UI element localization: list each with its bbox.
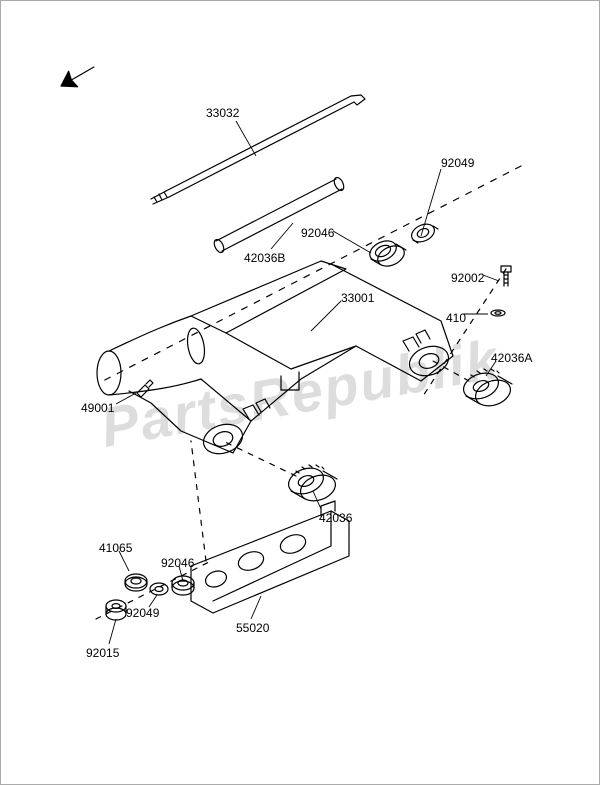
part-33032	[151, 95, 365, 204]
label-92046b: 92046	[161, 556, 194, 570]
diagram-container: PartsRepublik	[0, 0, 600, 785]
label-41065: 41065	[99, 541, 132, 555]
label-49001: 49001	[81, 401, 114, 415]
diagram-svg	[1, 1, 600, 785]
part-42036	[285, 464, 339, 506]
direction-arrow	[57, 59, 99, 94]
part-410	[491, 310, 505, 316]
part-33001	[97, 261, 453, 458]
label-33032: 33032	[206, 106, 239, 120]
label-92049: 92049	[441, 156, 474, 170]
label-42036B: 42036B	[244, 251, 285, 265]
part-92049-top	[409, 221, 438, 246]
part-49001	[137, 380, 153, 397]
label-92049b: 92049	[126, 606, 159, 620]
label-92046: 92046	[301, 226, 334, 240]
label-55020: 55020	[236, 621, 269, 635]
part-92049-bottom	[150, 583, 168, 595]
part-92015	[106, 600, 126, 620]
label-92002: 92002	[451, 271, 484, 285]
part-92046-top	[367, 237, 408, 270]
part-42036B	[212, 176, 345, 254]
label-42036: 42036	[319, 511, 352, 525]
label-42036A: 42036A	[491, 351, 532, 365]
label-33001: 33001	[341, 291, 374, 305]
label-410: 410	[446, 311, 466, 325]
label-92015: 92015	[86, 646, 119, 660]
part-41065	[125, 574, 147, 591]
